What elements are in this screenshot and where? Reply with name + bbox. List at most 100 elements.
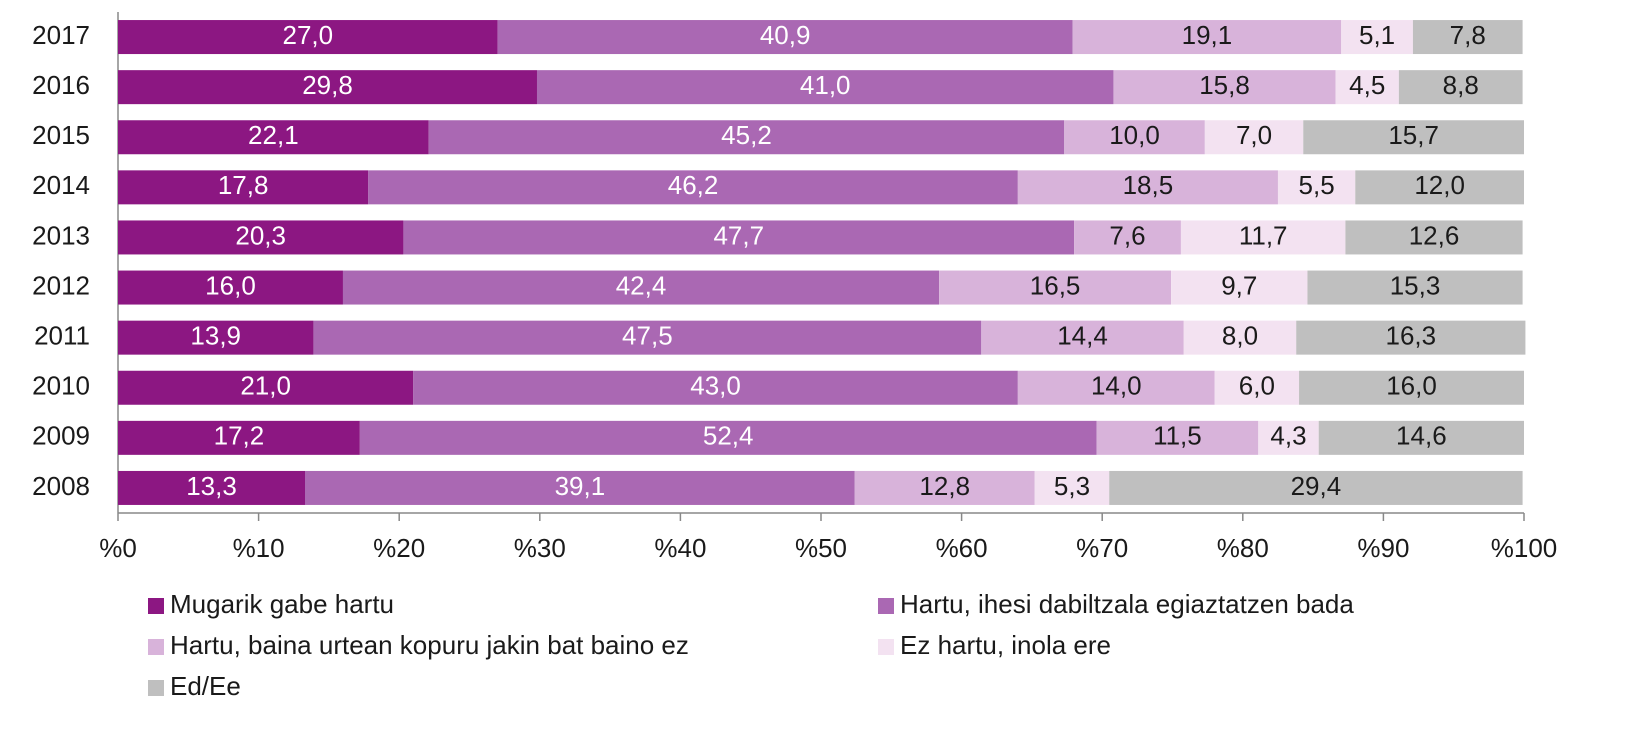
bar-segment [1355,170,1524,205]
bar-segment [118,220,404,255]
bar-segment [1214,370,1300,405]
data-label: 42,4 [616,270,667,300]
bar-segment [1064,120,1205,155]
bar-segment [939,270,1172,305]
y-tick-label: 2016 [32,70,90,100]
x-tick-label: %100 [1491,533,1558,563]
bar-segment [313,320,982,355]
data-label: 52,4 [703,421,754,451]
bar-segment [1017,170,1278,205]
bar-segment [1072,20,1342,55]
legend-label: Ez hartu, inola ere [900,630,1111,660]
data-label: 20,3 [235,220,286,250]
data-label: 15,7 [1388,120,1439,150]
x-tick-label: %70 [1076,533,1128,563]
legend-label: Mugarik gabe hartu [170,589,394,619]
data-label: 7,6 [1109,220,1145,250]
bar-segment [1296,320,1526,355]
bar-segment [1034,470,1110,505]
bar-segment [413,370,1018,405]
bar-segment [1204,120,1304,155]
data-label: 5,5 [1299,170,1335,200]
bar-segment [1318,420,1524,455]
x-tick-label: %40 [654,533,706,563]
bar-segment [1303,120,1524,155]
bar-segment [1412,20,1523,55]
data-label: 7,0 [1236,120,1272,150]
bar-segment [1171,270,1308,305]
bar-segment [118,120,429,155]
y-tick-label: 2013 [32,220,90,250]
bar-segment [368,170,1018,205]
bar-segment [497,20,1073,55]
bar-segment [981,320,1184,355]
bar-segment [1113,70,1336,105]
data-label: 47,7 [713,220,764,250]
y-tick-label: 2015 [32,120,90,150]
data-label: 13,3 [186,471,237,501]
bar-segment [118,470,305,505]
data-label: 4,5 [1349,70,1385,100]
data-label: 47,5 [622,321,673,351]
data-label: 39,1 [555,471,606,501]
bar-segment [342,270,940,305]
y-tick-label: 2012 [32,270,90,300]
legend-swatch [148,598,164,614]
bar-segment [1074,220,1181,255]
bar-segment [403,220,1075,255]
bar-segment [536,70,1114,105]
y-tick-label: 2017 [32,20,90,50]
data-label: 14,4 [1057,321,1108,351]
bar-segment [1258,420,1319,455]
y-tick-label: 2009 [32,421,90,451]
y-tick-label: 2014 [32,170,90,200]
bar-segment [1398,70,1523,105]
legend-label: Hartu, ihesi dabiltzala egiaztatzen bada [900,589,1354,619]
data-label: 27,0 [283,20,334,50]
bar-segment [359,420,1097,455]
bar-segment [1096,420,1259,455]
legend-swatch [878,598,894,614]
y-tick-label: 2011 [34,321,90,351]
bar-segment [854,470,1035,505]
bar-segment [1307,270,1523,305]
bar-segment [304,470,855,505]
data-label: 8,0 [1222,321,1258,351]
data-label: 40,9 [760,20,811,50]
bar-segment [1341,20,1413,55]
data-label: 11,7 [1239,220,1288,250]
bar-segment [1180,220,1346,255]
x-tick-label: %0 [99,533,137,563]
data-label: 43,0 [690,371,741,401]
y-tick-label: 2008 [32,471,90,501]
y-tick-label: 2010 [32,371,90,401]
data-label: 16,0 [205,270,256,300]
data-label: 9,7 [1221,270,1257,300]
bar-segment [118,320,314,355]
bar-segment [118,20,498,55]
bar-segment [1335,70,1399,105]
data-label: 45,2 [721,120,772,150]
data-label: 12,0 [1414,170,1465,200]
data-label: 12,6 [1409,220,1460,250]
data-label: 16,5 [1030,270,1081,300]
legend-swatch [148,639,164,655]
data-label: 12,8 [919,471,970,501]
data-label: 6,0 [1239,371,1275,401]
bar-segment [428,120,1065,155]
data-label: 16,3 [1386,321,1437,351]
data-label: 14,6 [1396,421,1447,451]
data-label: 16,0 [1386,371,1437,401]
data-label: 15,3 [1390,270,1441,300]
data-label: 21,0 [240,371,291,401]
bar-segment [118,420,360,455]
x-tick-label: %80 [1217,533,1269,563]
data-label: 19,1 [1182,20,1233,50]
bar-segment [118,70,537,105]
bar-segment [1017,370,1215,405]
x-tick-label: %50 [795,533,847,563]
x-tick-label: %20 [373,533,425,563]
data-label: 18,5 [1123,170,1174,200]
